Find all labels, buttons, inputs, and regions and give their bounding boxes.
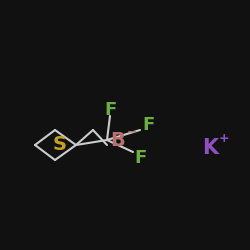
Text: F: F — [134, 149, 146, 167]
Text: B: B — [110, 130, 126, 150]
Text: F: F — [142, 116, 154, 134]
Text: +: + — [219, 132, 229, 144]
Text: −: − — [127, 126, 137, 138]
Text: K: K — [202, 138, 218, 158]
Text: F: F — [104, 101, 116, 119]
Text: S: S — [53, 136, 67, 154]
